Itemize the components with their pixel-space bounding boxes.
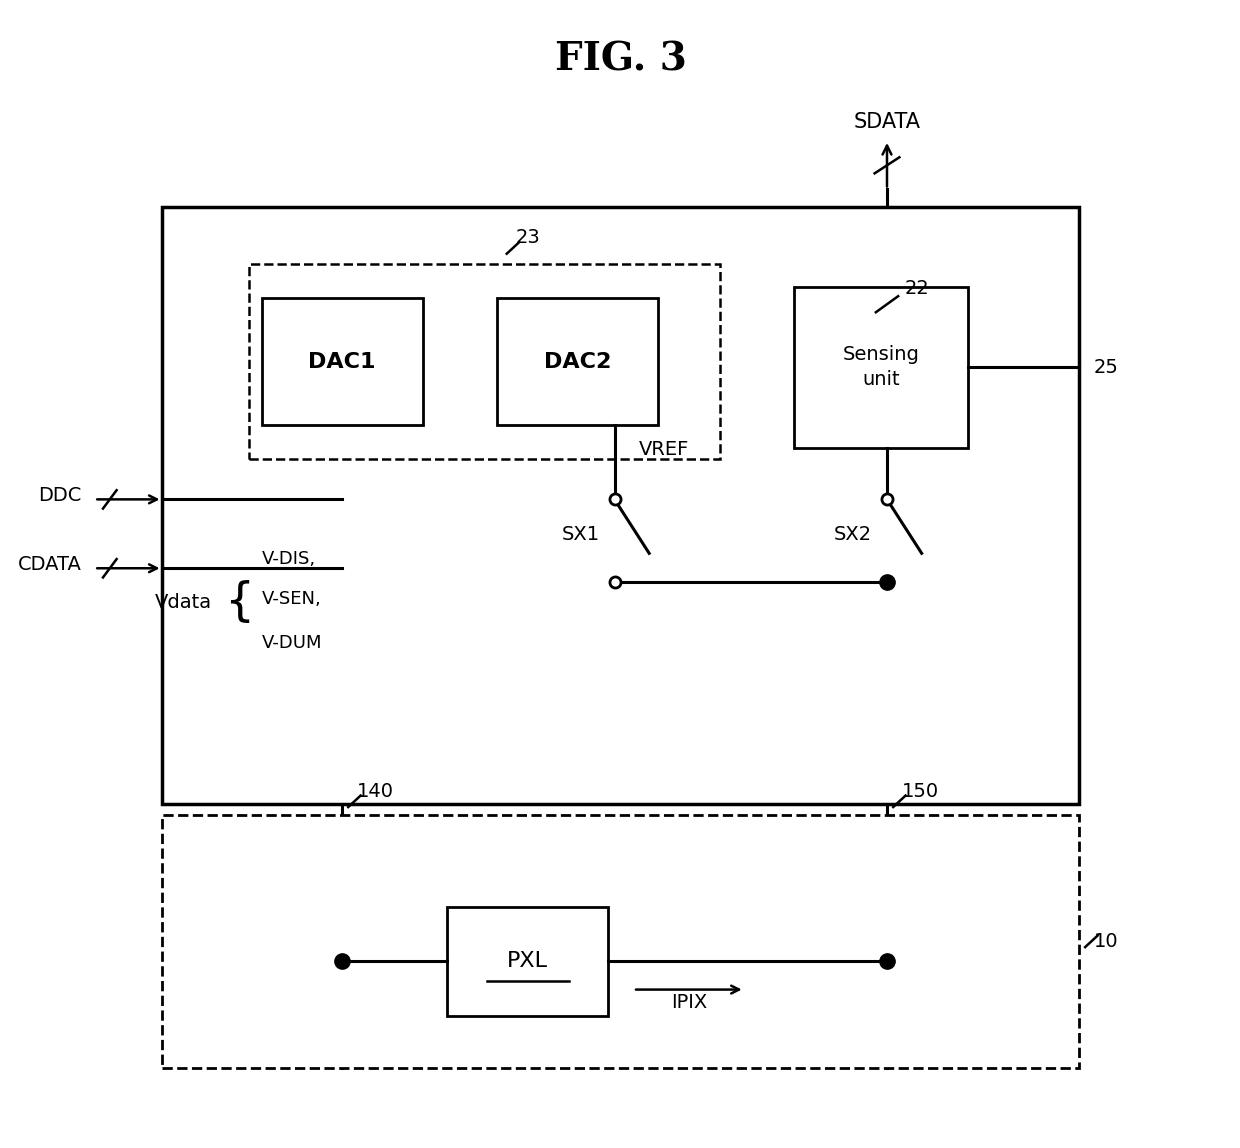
FancyBboxPatch shape [249, 264, 719, 459]
Text: 150: 150 [901, 782, 939, 801]
Text: SX1: SX1 [562, 526, 600, 544]
Text: 22: 22 [904, 279, 929, 298]
Text: {: { [224, 580, 254, 626]
Text: Vdata: Vdata [155, 594, 212, 612]
Text: 25: 25 [1094, 358, 1118, 377]
Text: Sensing
unit: Sensing unit [842, 346, 919, 389]
FancyBboxPatch shape [497, 298, 658, 425]
Text: DAC1: DAC1 [309, 351, 376, 372]
FancyBboxPatch shape [794, 287, 967, 448]
Text: V-DIS,: V-DIS, [262, 550, 316, 568]
Text: 23: 23 [516, 227, 541, 247]
FancyBboxPatch shape [162, 207, 1079, 804]
Text: FIG. 3: FIG. 3 [554, 40, 687, 78]
Text: SX2: SX2 [835, 526, 872, 544]
FancyBboxPatch shape [448, 907, 609, 1016]
Text: V-SEN,: V-SEN, [262, 590, 321, 608]
Text: DAC2: DAC2 [543, 351, 611, 372]
Text: VREF: VREF [640, 440, 689, 459]
Text: 140: 140 [357, 782, 394, 801]
FancyBboxPatch shape [162, 815, 1079, 1068]
Text: V-DUM: V-DUM [262, 634, 322, 652]
Text: IPIX: IPIX [671, 993, 707, 1013]
Text: CDATA: CDATA [19, 556, 82, 574]
FancyBboxPatch shape [262, 298, 423, 425]
Text: 10: 10 [1094, 932, 1118, 951]
Text: PXL: PXL [507, 952, 548, 971]
Text: SDATA: SDATA [853, 113, 920, 132]
Text: DDC: DDC [38, 487, 82, 505]
